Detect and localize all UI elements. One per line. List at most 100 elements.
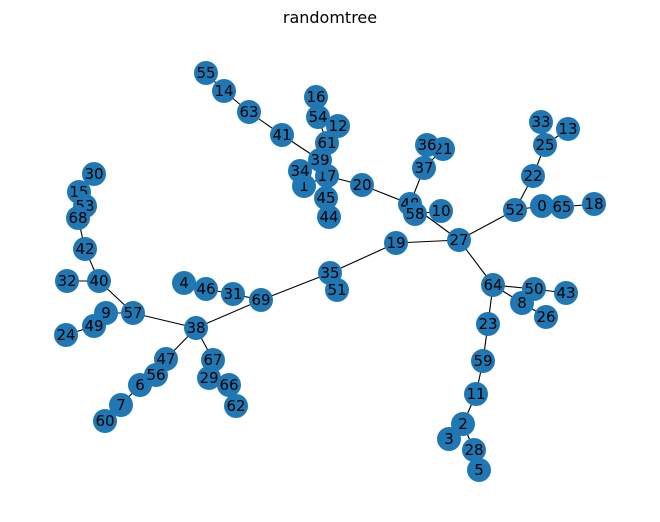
- node-57: 57: [121, 301, 145, 325]
- node-7: 7: [109, 393, 133, 417]
- node-34: 34: [288, 159, 312, 183]
- node-label: 62: [226, 397, 245, 415]
- node-circle: [534, 305, 558, 329]
- node-circle: [529, 110, 553, 134]
- node-label: 37: [414, 159, 433, 177]
- node-32: 32: [55, 269, 79, 293]
- node-28: 28: [462, 438, 486, 462]
- node-label: 40: [89, 272, 108, 290]
- edge-35-19: [329, 242, 397, 274]
- node-circle: [317, 205, 341, 229]
- node-label: 10: [431, 202, 450, 220]
- node-circle: [476, 312, 500, 336]
- node-label: 9: [101, 304, 111, 322]
- node-circle: [144, 363, 168, 387]
- node-circle: [522, 277, 546, 301]
- node-circle: [556, 117, 580, 141]
- node-circle: [326, 114, 350, 138]
- node-58: 58: [403, 202, 427, 226]
- node-label: 2: [458, 415, 468, 433]
- node-circle: [415, 133, 439, 157]
- node-circle: [212, 79, 236, 103]
- node-label: 45: [316, 189, 335, 207]
- node-14: 14: [212, 79, 236, 103]
- node-label: 7: [116, 396, 126, 414]
- node-label: 67: [203, 351, 222, 369]
- node-64: 64: [481, 273, 505, 297]
- node-label: 56: [146, 366, 165, 384]
- node-circle: [462, 438, 486, 462]
- graph-title: randomtree: [282, 8, 378, 27]
- node-59: 59: [471, 349, 495, 373]
- node-label: 19: [386, 234, 405, 252]
- node-label: 44: [319, 208, 338, 226]
- node-label: 50: [524, 280, 543, 298]
- node-2: 2: [451, 412, 475, 436]
- node-label: 1: [299, 177, 309, 195]
- node-62: 62: [224, 394, 248, 418]
- node-49: 49: [82, 314, 106, 338]
- node-label: 34: [290, 162, 309, 180]
- node-label: 63: [239, 103, 258, 121]
- node-69: 69: [249, 288, 273, 312]
- node-label: 20: [352, 176, 371, 194]
- node-circle: [194, 61, 218, 85]
- node-23: 23: [476, 312, 500, 336]
- node-circle: [550, 195, 574, 219]
- node-label: 32: [57, 272, 76, 290]
- node-circle: [325, 278, 349, 302]
- node-label: 54: [308, 108, 327, 126]
- node-label: 0: [537, 197, 547, 215]
- node-circle: [197, 366, 221, 390]
- node-label: 38: [186, 319, 205, 337]
- node-circle: [237, 100, 261, 124]
- node-12: 12: [326, 114, 350, 138]
- node-3: 3: [437, 427, 461, 451]
- node-label: 13: [558, 120, 577, 138]
- node-11: 11: [464, 382, 488, 406]
- node-label: 22: [523, 167, 542, 185]
- node-circle: [530, 194, 554, 218]
- node-13: 13: [556, 117, 580, 141]
- node-circle: [554, 281, 578, 305]
- node-label: 65: [552, 198, 571, 216]
- node-54: 54: [306, 105, 330, 129]
- edge-35-69: [260, 272, 331, 301]
- node-circle: [172, 271, 196, 295]
- node-circle: [54, 323, 78, 347]
- node-19: 19: [384, 231, 408, 255]
- node-40: 40: [87, 269, 111, 293]
- node-circle: [467, 458, 491, 482]
- node-37: 37: [412, 156, 436, 180]
- node-circle: [403, 202, 427, 226]
- node-circle: [437, 427, 461, 451]
- node-55: 55: [194, 61, 218, 85]
- node-circle: [314, 186, 338, 210]
- node-label: 31: [223, 285, 242, 303]
- node-label: 30: [84, 165, 103, 183]
- node-circle: [87, 269, 111, 293]
- node-label: 55: [196, 64, 215, 82]
- node-label: 18: [584, 195, 603, 213]
- node-label: 26: [536, 308, 555, 326]
- node-label: 61: [317, 134, 336, 152]
- node-circle: [429, 199, 453, 223]
- node-0: 0: [530, 194, 554, 218]
- node-circle: [481, 273, 505, 297]
- node-67: 67: [201, 348, 225, 372]
- node-circle: [451, 412, 475, 436]
- node-circle: [109, 393, 133, 417]
- node-circle: [306, 105, 330, 129]
- node-label: 25: [535, 136, 554, 154]
- node-circle: [464, 382, 488, 406]
- node-label: 51: [327, 281, 346, 299]
- node-label: 5: [474, 461, 484, 479]
- node-label: 52: [505, 201, 524, 219]
- node-label: 12: [328, 117, 347, 135]
- node-circle: [194, 277, 218, 301]
- node-label: 14: [214, 82, 233, 100]
- node-46: 46: [194, 277, 218, 301]
- node-label: 57: [123, 304, 142, 322]
- node-label: 39: [310, 151, 329, 169]
- node-label: 43: [556, 284, 575, 302]
